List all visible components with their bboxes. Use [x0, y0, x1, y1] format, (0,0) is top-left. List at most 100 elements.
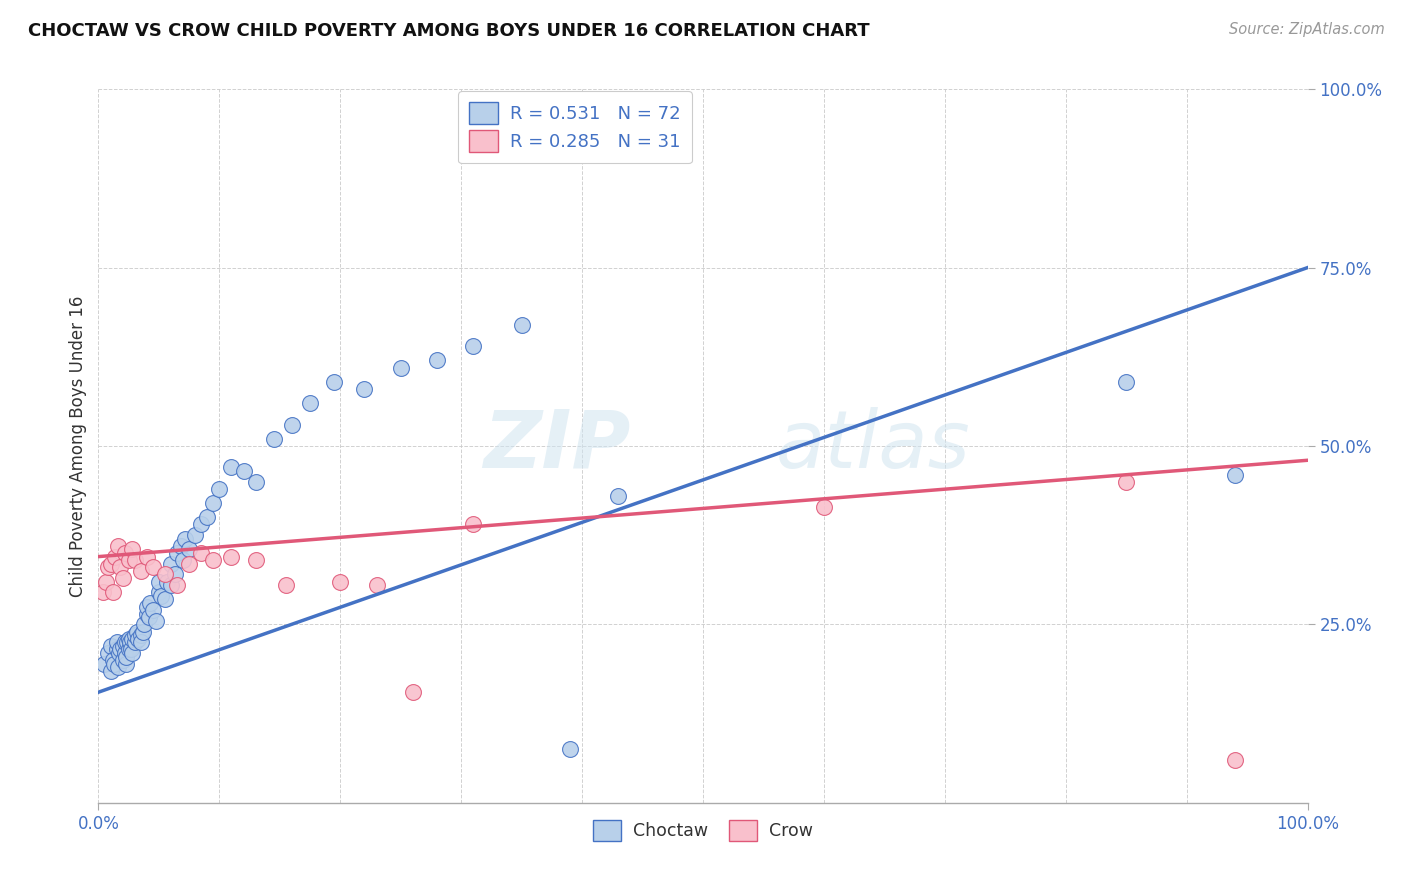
- Point: [127, 624, 149, 639]
- Point: [174, 532, 197, 546]
- Point: [91, 585, 114, 599]
- Point: [103, 657, 125, 671]
- Point: [94, 574, 117, 589]
- Point: [111, 639, 134, 653]
- Point: [105, 642, 128, 657]
- Point: [353, 382, 375, 396]
- Point: [135, 607, 157, 621]
- Point: [132, 624, 155, 639]
- Point: [111, 653, 134, 667]
- Point: [1223, 753, 1246, 767]
- Point: [148, 574, 170, 589]
- Text: ZIP: ZIP: [484, 407, 630, 485]
- Point: [558, 742, 581, 756]
- Point: [245, 475, 267, 489]
- Point: [179, 542, 201, 557]
- Point: [121, 632, 143, 646]
- Point: [274, 578, 297, 592]
- Point: [142, 560, 165, 574]
- Point: [139, 596, 162, 610]
- Point: [607, 489, 630, 503]
- Point: [129, 564, 152, 578]
- Point: [166, 546, 188, 560]
- Point: [115, 649, 138, 664]
- Point: [202, 553, 225, 567]
- Y-axis label: Child Poverty Among Boys Under 16: Child Poverty Among Boys Under 16: [69, 295, 87, 597]
- Point: [100, 557, 122, 571]
- Point: [117, 635, 139, 649]
- Point: [510, 318, 533, 332]
- Point: [813, 500, 835, 514]
- Point: [108, 642, 131, 657]
- Point: [323, 375, 346, 389]
- Text: Source: ZipAtlas.com: Source: ZipAtlas.com: [1229, 22, 1385, 37]
- Point: [160, 578, 183, 592]
- Point: [145, 614, 167, 628]
- Point: [124, 628, 146, 642]
- Point: [153, 592, 176, 607]
- Point: [245, 553, 267, 567]
- Point: [202, 496, 225, 510]
- Point: [160, 557, 183, 571]
- Point: [1115, 475, 1137, 489]
- Point: [184, 528, 207, 542]
- Point: [135, 599, 157, 614]
- Point: [129, 635, 152, 649]
- Point: [389, 360, 412, 375]
- Point: [138, 610, 160, 624]
- Point: [118, 642, 141, 657]
- Point: [190, 517, 212, 532]
- Point: [114, 635, 136, 649]
- Point: [118, 632, 141, 646]
- Point: [169, 539, 191, 553]
- Point: [402, 685, 425, 699]
- Text: CHOCTAW VS CROW CHILD POVERTY AMONG BOYS UNDER 16 CORRELATION CHART: CHOCTAW VS CROW CHILD POVERTY AMONG BOYS…: [28, 22, 870, 40]
- Point: [118, 553, 141, 567]
- Point: [221, 460, 243, 475]
- Point: [124, 553, 146, 567]
- Point: [142, 603, 165, 617]
- Point: [299, 396, 322, 410]
- Point: [121, 646, 143, 660]
- Point: [127, 632, 149, 646]
- Point: [104, 549, 127, 564]
- Point: [129, 628, 152, 642]
- Point: [124, 635, 146, 649]
- Point: [135, 549, 157, 564]
- Point: [105, 635, 128, 649]
- Point: [114, 646, 136, 660]
- Point: [366, 578, 388, 592]
- Point: [97, 560, 120, 574]
- Point: [329, 574, 352, 589]
- Point: [150, 589, 173, 603]
- Point: [108, 560, 131, 574]
- Point: [148, 585, 170, 599]
- Point: [97, 646, 120, 660]
- Point: [195, 510, 218, 524]
- Point: [190, 546, 212, 560]
- Point: [163, 567, 186, 582]
- Point: [100, 639, 122, 653]
- Point: [93, 657, 115, 671]
- Point: [166, 578, 188, 592]
- Point: [107, 660, 129, 674]
- Point: [101, 585, 124, 599]
- Point: [221, 549, 243, 564]
- Point: [121, 542, 143, 557]
- Point: [101, 653, 124, 667]
- Legend: Choctaw, Crow: Choctaw, Crow: [586, 813, 820, 847]
- Point: [134, 617, 156, 632]
- Point: [100, 664, 122, 678]
- Point: [1223, 467, 1246, 482]
- Point: [463, 339, 485, 353]
- Point: [115, 657, 138, 671]
- Point: [120, 642, 142, 657]
- Point: [426, 353, 449, 368]
- Point: [281, 417, 304, 432]
- Point: [153, 567, 176, 582]
- Point: [463, 517, 485, 532]
- Point: [232, 464, 254, 478]
- Point: [108, 646, 131, 660]
- Point: [111, 571, 134, 585]
- Point: [114, 546, 136, 560]
